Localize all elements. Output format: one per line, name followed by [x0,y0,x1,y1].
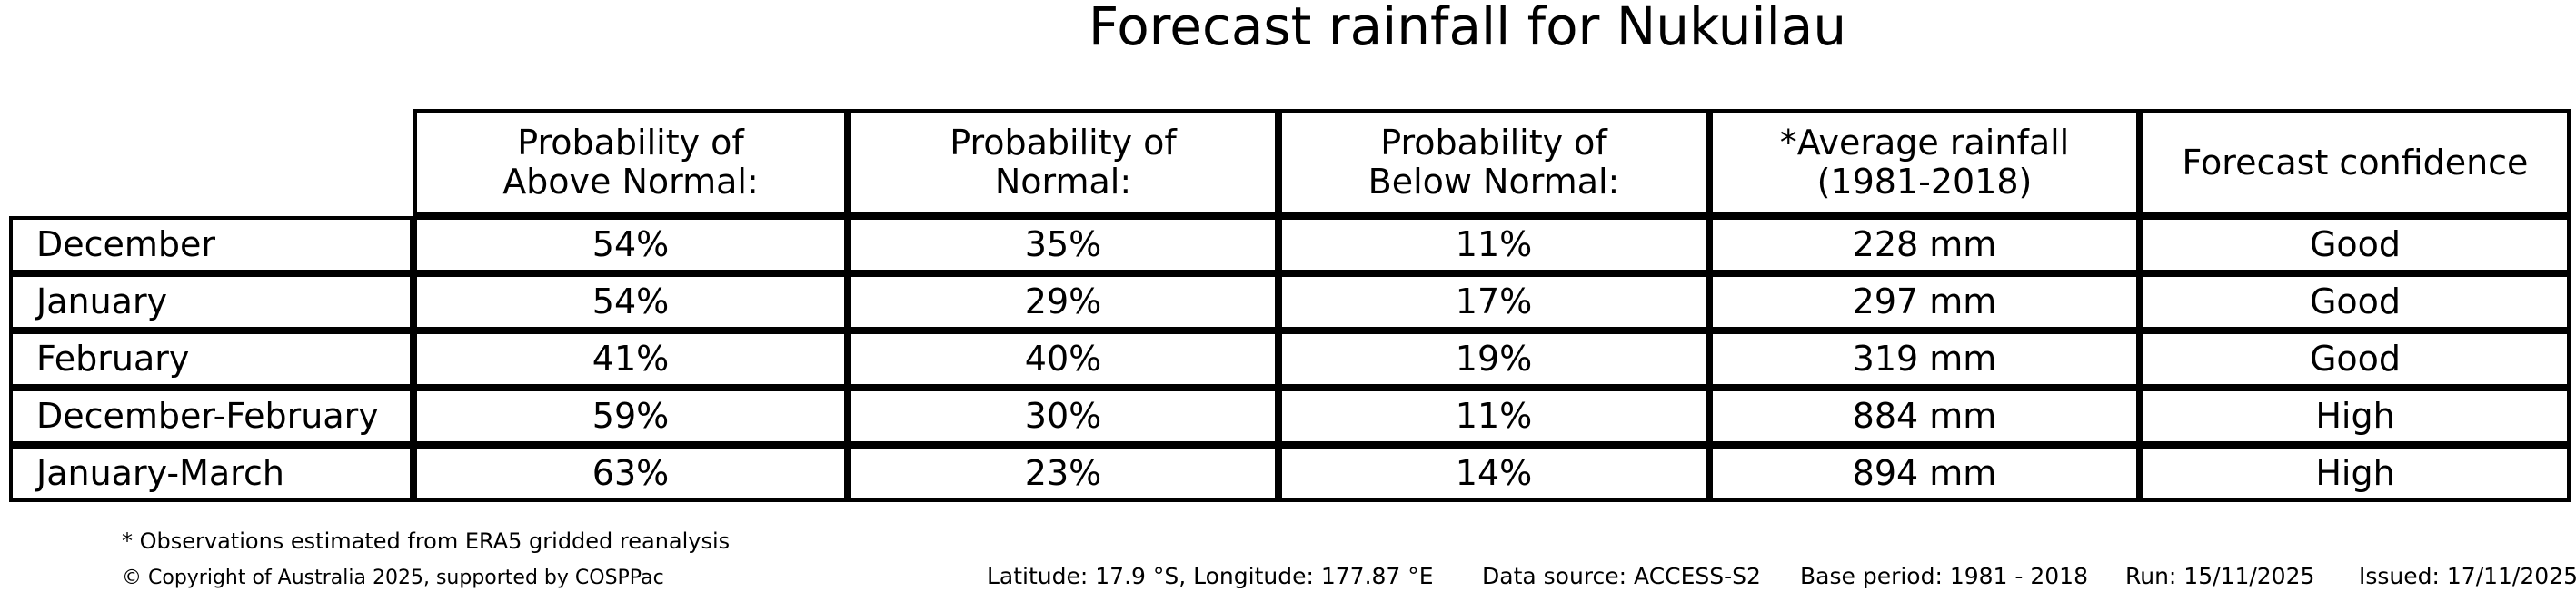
row-label-february: February [9,331,413,388]
table-cell-january-march-above: 63% [413,445,848,502]
table-cell-january-average: 297 mm [1709,273,2140,331]
table-cell-january-march-average: 894 mm [1709,445,2140,502]
row-label-january: January [9,273,413,331]
footer-data-source: Data source: ACCESS-S2 [1482,563,1761,589]
column-header-above-normal: Probability of Above Normal: [413,109,848,216]
table-cell-january-confidence: Good [2140,273,2571,331]
column-header-line: Probability of [950,123,1177,163]
column-header-line: Forecast confidence [2182,142,2529,183]
column-header-line: Above Normal: [502,162,759,202]
row-label-december-february: December-February [9,388,413,445]
column-header-line: (1981-2018) [1816,162,2033,202]
table-cell-december-february-confidence: High [2140,388,2571,445]
table-cell-february-normal: 40% [848,331,1278,388]
footer-lat-long: Latitude: 17.9 °S, Longitude: 177.87 °E [987,563,1434,589]
column-header-line: *Average rainfall [1779,123,2070,163]
table-cell-december-february-below: 11% [1278,388,1709,445]
table-cell-december-normal: 35% [848,216,1278,273]
footer-copyright: © Copyright of Australia 2025, supported… [122,567,664,589]
footnote: * Observations estimated from ERA5 gridd… [122,528,731,554]
footer-base-period: Base period: 1981 - 2018 [1800,563,2088,589]
column-header-line: Probability of [517,123,744,163]
table-cell-december-confidence: Good [2140,216,2571,273]
table-cell-february-confidence: Good [2140,331,2571,388]
row-label-january-march: January-March [9,445,413,502]
table-cell-february-above: 41% [413,331,848,388]
table-cell-december-february-above: 59% [413,388,848,445]
table-cell-january-march-normal: 23% [848,445,1278,502]
table-cell-december-february-average: 884 mm [1709,388,2140,445]
footer-issued-date: Issued: 17/11/2025 [2359,563,2576,589]
table-cell-december-february-normal: 30% [848,388,1278,445]
table-cell-december-above: 54% [413,216,848,273]
table-cell-january-march-below: 14% [1278,445,1709,502]
page-title: Forecast rainfall for Nukuilau [1088,0,1847,57]
column-header-normal: Probability of Normal: [848,109,1278,216]
column-header-below-normal: Probability of Below Normal: [1278,109,1709,216]
table-cell-february-average: 319 mm [1709,331,2140,388]
footer-run-date: Run: 15/11/2025 [2125,563,2315,589]
row-label-december: December [9,216,413,273]
table-cell-february-below: 19% [1278,331,1709,388]
table-cell-january-march-confidence: High [2140,445,2571,502]
column-header-average-rainfall: *Average rainfall (1981-2018) [1709,109,2140,216]
table-corner-cell [9,109,413,216]
column-header-line: Normal: [994,162,1132,202]
forecast-table: Probability of Above Normal: Probability… [9,109,2571,502]
table-cell-december-average: 228 mm [1709,216,2140,273]
table-cell-january-above: 54% [413,273,848,331]
column-header-forecast-confidence: Forecast confidence [2140,109,2571,216]
column-header-line: Below Normal: [1368,162,1620,202]
table-cell-january-below: 17% [1278,273,1709,331]
table-cell-december-below: 11% [1278,216,1709,273]
column-header-line: Probability of [1380,123,1607,163]
table-cell-january-normal: 29% [848,273,1278,331]
